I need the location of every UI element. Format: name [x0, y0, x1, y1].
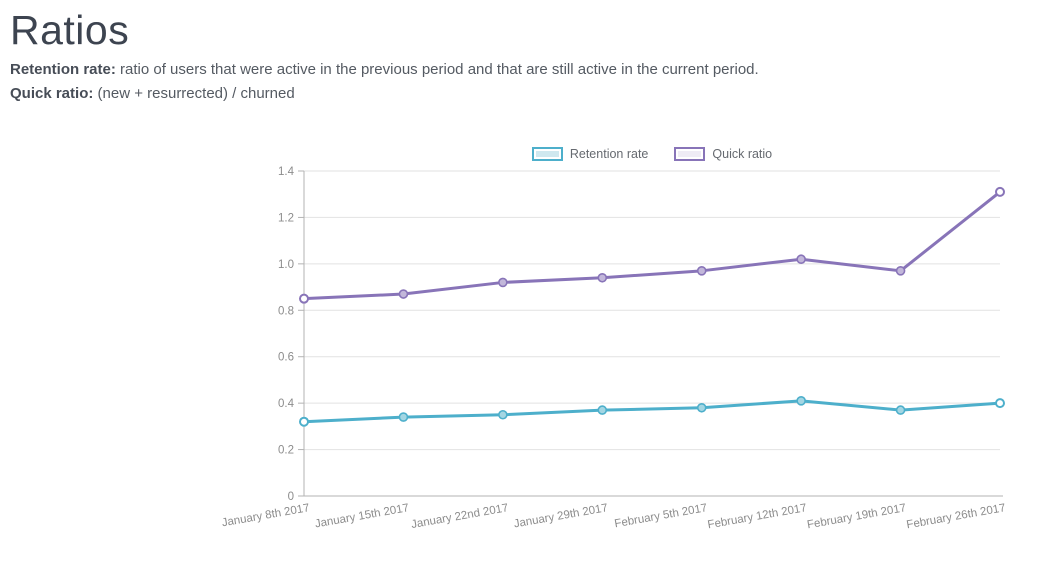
retention-rate-description-label: Retention rate:	[10, 61, 116, 79]
y-tick-label: 0	[288, 491, 294, 503]
page-header: Ratios Retention rate: ratio of users th…	[10, 7, 759, 105]
page-title: Ratios	[10, 7, 130, 53]
retention-rate-point[interactable]	[299, 416, 309, 427]
y-tick-label: 0.6	[278, 352, 294, 364]
legend-label: Quick ratio	[712, 147, 773, 161]
retention-rate-point[interactable]	[696, 402, 707, 413]
quick-ratio-point[interactable]	[597, 272, 608, 283]
legend-swatch-icon	[531, 147, 563, 161]
x-tick-label: February 19th 2017	[806, 502, 907, 531]
chart-legend: Retention rate Quick ratio	[304, 147, 1000, 161]
legend-swatch-icon	[674, 147, 706, 161]
x-tick-label: January 29th 2017	[513, 502, 609, 530]
quick-ratio-line	[302, 190, 1002, 301]
legend-item-retention-rate[interactable]: Retention rate	[531, 147, 649, 161]
y-tick-label: 0.2	[278, 445, 294, 457]
retention-rate-line	[302, 399, 1002, 424]
quick-ratio-description-label: Quick ratio:	[10, 84, 94, 102]
y-tick-label: 1.4	[278, 166, 295, 178]
x-tick-label: February 5th 2017	[614, 502, 709, 530]
x-tick-label: January 15th 2017	[314, 502, 410, 530]
retention-rate-point[interactable]	[498, 409, 508, 420]
x-tick-label: February 12th 2017	[707, 502, 808, 531]
retention-rate-point[interactable]	[398, 412, 409, 422]
x-tick-label: January 22nd 2017	[410, 502, 509, 531]
retention-rate-point[interactable]	[995, 398, 1005, 409]
y-tick-label: 0.8	[278, 305, 294, 317]
quick-ratio-point[interactable]	[995, 186, 1005, 197]
quick-ratio-point[interactable]	[498, 277, 508, 288]
quick-ratio-point[interactable]	[796, 254, 806, 265]
quick-ratio-description: Quick ratio: (new + resurrected) / churn…	[10, 83, 759, 105]
retention-rate-point[interactable]	[895, 405, 906, 415]
quick-ratio-description-text: (new + resurrected) / churned	[93, 84, 295, 102]
legend-item-quick-ratio[interactable]: Quick ratio	[674, 147, 772, 161]
x-tick-label: January 8th 2017	[221, 502, 311, 529]
y-tick-label: 1.2	[278, 212, 294, 224]
quick-ratio-point[interactable]	[299, 293, 309, 304]
quick-ratio-point[interactable]	[895, 266, 906, 276]
y-tick-label: 1.0	[278, 259, 294, 271]
y-tick-label: 0.4	[278, 398, 295, 410]
retention-rate-point[interactable]	[796, 396, 806, 406]
legend-label: Retention rate	[569, 147, 649, 161]
quick-ratio-point[interactable]	[398, 289, 409, 299]
quick-ratio-point[interactable]	[696, 266, 707, 276]
x-tick-label: February 26th 2017	[906, 502, 1007, 531]
retention-rate-point[interactable]	[597, 405, 608, 415]
retention-rate-description-text: ratio of users that were active in the p…	[115, 61, 759, 79]
retention-rate-description: Retention rate: ratio of users that were…	[10, 59, 759, 81]
